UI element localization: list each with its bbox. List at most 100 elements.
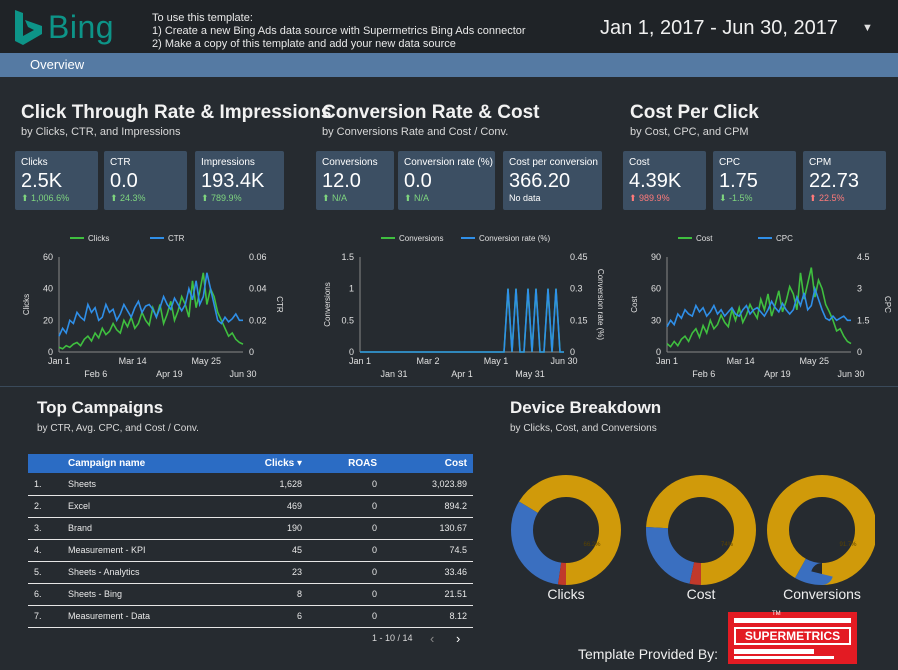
chevron-right-icon[interactable]: › (456, 631, 461, 646)
section-title-cpc: Cost Per Click (630, 102, 759, 123)
x-tick-label: Mar 2 (416, 356, 439, 366)
section-subtitle-device: by Clicks, Cost, and Conversions (510, 423, 657, 434)
kpi-label: Conversions (322, 157, 378, 168)
y-tick-label: 0 (48, 347, 53, 357)
nav-bar (0, 53, 898, 77)
y-tick-label: 0 (349, 347, 354, 357)
y2-tick-label: 0.3 (570, 284, 583, 294)
bing-logo-icon (15, 10, 42, 45)
table-row[interactable]: 5. Sheets - Analytics 23 0 33.46 (28, 561, 473, 584)
y-tick-label: 30 (651, 315, 661, 325)
kpi-delta: ⬆ N/A (404, 193, 430, 203)
series-line-ctr (58, 272, 243, 337)
row-clicks: 1,628 (212, 473, 308, 496)
row-roas: 0 (308, 583, 383, 606)
row-index: 2. (28, 495, 62, 518)
kpi-card-conversions: Conversions 12.0 ⬆ N/A (316, 151, 394, 210)
x-tick-label: May 31 (515, 369, 545, 379)
kpi-delta: ⬆ 24.3% (110, 193, 146, 203)
y2-tick-label: 0.06 (249, 252, 267, 262)
date-range-selector[interactable]: Jan 1, 2017 - Jun 30, 2017 (600, 17, 838, 39)
kpi-value: 366.20 (509, 170, 571, 192)
chart-cost-cpc: Cost CPC 0 30 60 90 0 1.5 3 4.5 Cost CPC Jan 1 Mar 14… (630, 234, 892, 379)
tab-overview[interactable]: Overview (30, 57, 85, 72)
x-tick-label: Mar 14 (119, 356, 147, 366)
kpi-label: Clicks (21, 157, 48, 168)
y2-tick-label: 1.5 (857, 315, 870, 325)
row-index: 4. (28, 539, 62, 562)
kpi-card-conversion-rate: Conversion rate (%) 0.0 ⬆ N/A (398, 151, 495, 210)
row-campaign-name: Sheets - Bing (62, 583, 212, 606)
legend-label: Cost (696, 234, 713, 243)
x-tick-label: Jan 1 (349, 356, 371, 366)
header-clicks-sorted[interactable]: Clicks ▾ (212, 454, 308, 473)
legend-label: CTR (168, 234, 185, 243)
legend-label: Conversion rate (%) (479, 234, 550, 243)
y2-axis-title: CPC (883, 296, 892, 313)
x-tick-label: Jun 30 (550, 356, 577, 366)
kpi-label: CPM (809, 157, 832, 168)
row-cost: 74.5 (383, 539, 473, 562)
kpi-value: 2.5K (21, 170, 63, 192)
header-cost[interactable]: Cost (383, 454, 473, 473)
header-campaign-name[interactable]: Campaign name (62, 454, 212, 473)
row-roas: 0 (308, 495, 383, 518)
instruction-line: To use this template: (152, 12, 253, 24)
kpi-card-clicks: Clicks 2.5K ⬆ 1,006.6% (15, 151, 98, 210)
chevron-left-icon[interactable]: ‹ (430, 631, 435, 646)
section-title-ctr: Click Through Rate & Impressions (21, 102, 332, 123)
row-roas: 0 (308, 517, 383, 540)
y2-tick-label: 4.5 (857, 252, 870, 262)
row-campaign-name: Excel (62, 495, 212, 518)
table-row[interactable]: 6. Sheets - Bing 8 0 21.51 (28, 583, 473, 606)
donut-slice-red (646, 475, 756, 585)
donut-label-cost: Cost (686, 586, 716, 602)
x-tick-label: May 25 (799, 356, 829, 366)
section-title-device: Device Breakdown (510, 398, 662, 417)
series-line-conversion-rate- (360, 288, 564, 353)
row-campaign-name: Measurement - KPI (62, 539, 212, 562)
row-roas: 0 (308, 561, 383, 584)
section-subtitle-campaigns: by CTR, Avg. CPC, and Cost / Conv. (37, 423, 199, 434)
kpi-value: 193.4K (201, 170, 265, 192)
donut-label-clicks: Clicks (547, 586, 585, 602)
y2-tick-label: 3 (857, 284, 862, 294)
supermetrics-logo: SUPERMETRICS TM (728, 611, 857, 664)
kpi-delta: ⬇ -1.5% (719, 193, 753, 203)
table-row[interactable]: 7. Measurement - Data 6 0 8.12 (28, 605, 473, 628)
template-provided-by: Template Provided By: (578, 646, 719, 662)
table-row[interactable]: 4. Measurement - KPI 45 0 74.5 (28, 539, 473, 562)
row-index: 3. (28, 517, 62, 540)
row-clicks: 23 (212, 561, 308, 584)
kpi-delta: ⬆ 989.9% (629, 193, 670, 203)
table-row[interactable]: 1. Sheets 1,628 0 3,023.89 (28, 473, 473, 496)
y2-tick-label: 0.02 (249, 315, 267, 325)
legend-label: CPC (776, 234, 793, 243)
donut-pct-label: 91.7% (839, 542, 857, 548)
row-cost: 3,023.89 (383, 473, 473, 496)
kpi-value: 0.0 (404, 170, 432, 192)
y-tick-label: 40 (43, 284, 53, 294)
device-donut-charts: 66.2% 74% 91.7% (511, 475, 875, 585)
row-clicks: 8 (212, 583, 308, 606)
kpi-card-cpc: CPC 1.75 ⬇ -1.5% (713, 151, 796, 210)
instruction-line: 2) Make a copy of this template and add … (152, 38, 456, 50)
kpi-value: 12.0 (322, 170, 361, 192)
x-tick-label: Jan 1 (48, 356, 70, 366)
donut-slice-gold (767, 475, 875, 585)
row-cost: 894.2 (383, 495, 473, 518)
bing-logo-text: Bing (48, 9, 115, 45)
x-tick-label: Feb 6 (692, 369, 715, 379)
table-row[interactable]: 2. Excel 469 0 894.2 (28, 495, 473, 518)
row-campaign-name: Brand (62, 517, 212, 540)
table-row[interactable]: 3. Brand 190 0 130.67 (28, 517, 473, 540)
header-roas[interactable]: ROAS (308, 454, 383, 473)
y-tick-label: 60 (651, 284, 661, 294)
y2-tick-label: 0.04 (249, 284, 267, 294)
kpi-delta: No data (509, 193, 541, 203)
legend-label: Conversions (399, 234, 443, 243)
y2-tick-label: 0 (249, 347, 254, 357)
chevron-down-icon[interactable]: ▼ (862, 22, 873, 34)
section-title-campaigns: Top Campaigns (37, 398, 164, 417)
y-axis-title: Conversions (323, 282, 332, 326)
